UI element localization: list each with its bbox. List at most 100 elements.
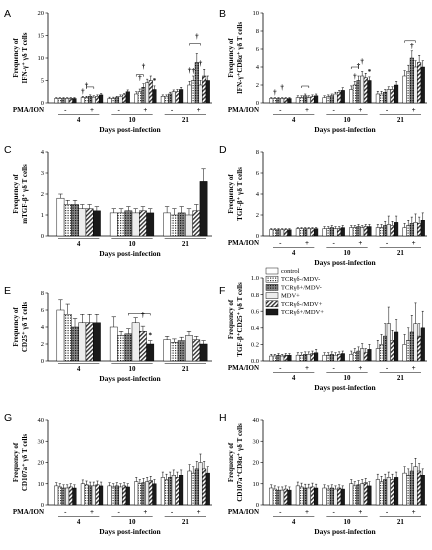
bar <box>54 485 59 506</box>
y-axis-label: CD25⁺ γδ T cells <box>21 302 29 353</box>
y-tick-label: 0.6 <box>251 308 260 315</box>
group-label: 10 <box>129 240 137 248</box>
bar <box>187 84 192 104</box>
bar <box>356 80 361 104</box>
bar <box>349 227 354 237</box>
bar <box>170 214 179 237</box>
significance-mark: † <box>85 81 89 89</box>
bar <box>139 210 147 237</box>
y-tick-label: 0 <box>41 502 44 509</box>
bar <box>85 208 94 237</box>
bar <box>363 482 368 506</box>
y-tick-label: 10 <box>253 10 260 17</box>
bar <box>72 487 77 506</box>
bar <box>137 91 142 104</box>
bar <box>375 479 380 506</box>
bar <box>145 481 150 506</box>
y-tick-label: 2 <box>41 341 44 348</box>
bar <box>337 228 342 237</box>
y-axis-label: Frequency of <box>227 38 235 78</box>
pma-row-label: PMA/ION <box>228 364 259 372</box>
bar <box>299 486 304 506</box>
significance-mark: † <box>142 63 146 71</box>
bar <box>413 66 418 104</box>
pma-sign: - <box>171 508 174 516</box>
bar <box>61 487 66 506</box>
bar <box>57 486 62 506</box>
bar <box>363 226 368 237</box>
x-axis-label: Days post-infection <box>314 258 376 267</box>
bar <box>394 331 399 362</box>
bar <box>137 483 142 506</box>
bar <box>80 483 85 506</box>
bar <box>329 227 334 237</box>
bar <box>333 488 338 506</box>
y-axis-label: IFN-γ⁺ γδ T cells <box>21 32 29 83</box>
panel-letter: E <box>4 285 11 297</box>
pma-sign: + <box>358 364 362 372</box>
bar <box>283 488 288 506</box>
y-tick-label: 10 <box>253 481 260 488</box>
bar <box>63 204 72 237</box>
pma-sign: + <box>90 106 94 114</box>
y-tick-label: 20 <box>253 460 260 467</box>
significance-mark: † <box>188 66 192 74</box>
bar <box>306 228 311 237</box>
bar <box>379 93 384 104</box>
panel-d: D 0 2 4 6 8 Frequency of TGF-β⁺ γδ T cells - + - + -… <box>219 144 427 267</box>
bar <box>272 488 277 506</box>
bar <box>386 224 391 237</box>
bar <box>276 229 281 237</box>
bar <box>122 94 127 104</box>
pma-sign: + <box>412 106 416 114</box>
bar <box>287 354 292 362</box>
bar <box>68 486 73 506</box>
significance-mark: † <box>353 72 357 80</box>
panel-letter: A <box>4 8 11 20</box>
bar <box>386 323 391 362</box>
bar <box>84 97 89 104</box>
significance-bracket <box>301 85 310 88</box>
bar <box>402 227 407 237</box>
bar <box>390 225 395 237</box>
bar <box>383 91 388 104</box>
bar <box>326 228 331 237</box>
y-axis-label: Frequency of <box>12 442 20 482</box>
significance-mark: * <box>148 332 152 340</box>
significance-mark: † <box>195 33 199 41</box>
pma-sign: + <box>143 106 147 114</box>
bar <box>367 80 372 104</box>
bar <box>179 89 184 104</box>
bar <box>326 488 331 506</box>
bar <box>280 489 285 506</box>
bar <box>390 479 395 506</box>
bar <box>71 326 79 362</box>
y-tick-label: 0.2 <box>251 342 259 349</box>
bar <box>303 354 308 362</box>
pma-sign: + <box>305 239 309 247</box>
y-tick-label: 1.0 <box>251 275 259 282</box>
bar <box>367 485 372 506</box>
pma-sign: + <box>197 508 201 516</box>
bar <box>383 225 388 237</box>
y-tick-label: 2 <box>41 191 44 198</box>
bar <box>72 98 77 104</box>
bar <box>295 354 300 362</box>
bar <box>78 208 87 237</box>
pma-sign: - <box>279 239 282 247</box>
bar <box>349 483 354 506</box>
bar <box>280 98 285 104</box>
bar <box>194 62 199 104</box>
bar <box>205 472 210 506</box>
pma-row-label: PMA/ION <box>228 106 259 114</box>
bar <box>306 354 311 362</box>
bar <box>413 222 418 237</box>
pma-row-label: PMA/ION <box>13 106 44 114</box>
bar <box>420 66 425 104</box>
bar <box>198 84 203 104</box>
bar <box>356 350 361 362</box>
bar <box>170 342 179 362</box>
bar <box>310 228 315 237</box>
legend-swatch <box>265 308 279 316</box>
pma-sign: - <box>279 508 282 516</box>
